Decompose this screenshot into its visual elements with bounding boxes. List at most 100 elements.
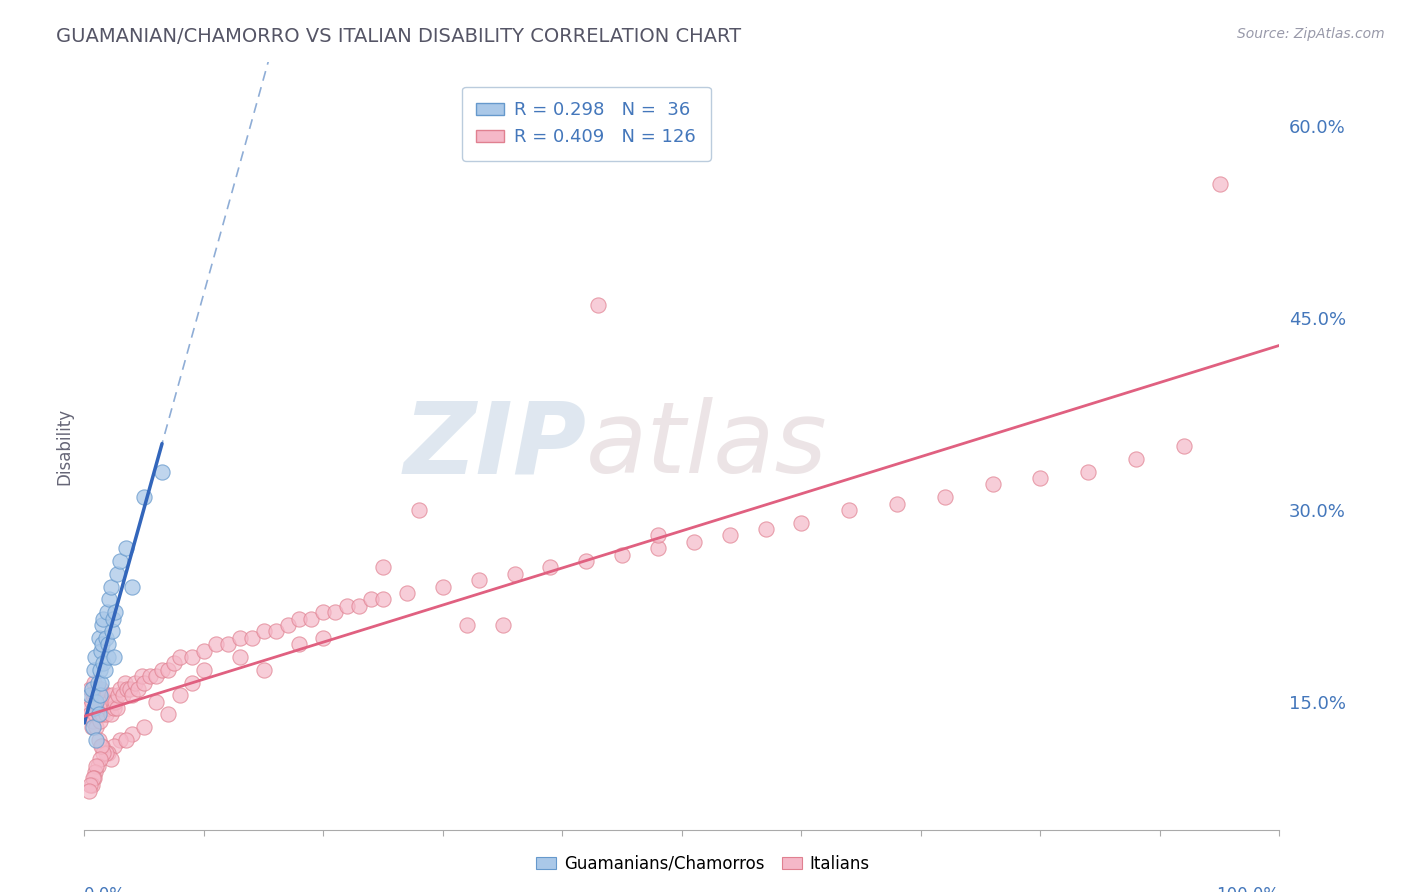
Point [193,643,215,657]
Point [110,554,132,568]
Point [98,695,121,709]
Point [456,618,478,632]
Point [575,554,598,568]
Point [121,689,143,703]
Point [87,631,110,645]
Point [90,701,112,715]
Point [86,675,108,690]
Point [683,534,706,549]
Point [103,701,125,715]
Point [94,746,117,760]
Point [86,720,108,734]
Legend: R = 0.298   N =  36, R = 0.409   N = 126: R = 0.298 N = 36, R = 0.409 N = 126 [463,87,710,161]
Point [468,574,491,588]
Point [94,707,117,722]
Point [169,689,191,703]
Point [838,503,860,517]
Point [193,663,215,677]
Point [101,624,124,639]
Point [83,675,105,690]
Point [93,657,115,671]
Point [503,566,526,581]
Point [349,599,371,613]
Point [103,739,125,754]
Point [91,739,114,754]
Point [82,714,104,728]
Point [588,298,610,312]
Point [100,707,122,722]
Point [229,631,252,645]
Point [139,669,162,683]
Point [396,586,419,600]
Point [83,701,105,715]
Point [82,772,104,786]
Point [91,618,114,632]
Point [83,701,105,715]
Point [217,637,239,651]
Point [101,612,124,626]
Point [312,631,335,645]
Point [84,765,107,780]
Legend: Guamanians/Chamorros, Italians: Guamanians/Chamorros, Italians [529,848,877,880]
Point [253,663,276,677]
Point [79,707,101,722]
Point [540,560,562,574]
Point [360,592,382,607]
Point [79,689,101,703]
Point [157,707,180,722]
Point [181,675,204,690]
Point [90,739,112,754]
Point [83,663,105,677]
Point [336,599,359,613]
Point [115,733,138,747]
Point [93,701,115,715]
Point [124,675,146,690]
Point [981,477,1004,491]
Point [80,720,103,734]
Point [87,733,110,747]
Point [86,758,108,772]
Point [612,548,634,562]
Point [93,695,115,709]
Point [301,612,323,626]
Point [96,605,118,619]
Point [110,681,132,696]
Text: 0.0%: 0.0% [84,886,127,892]
Point [80,778,103,792]
Point [312,605,335,619]
Point [647,528,669,542]
Point [87,707,110,722]
Point [86,733,108,747]
Point [373,560,395,574]
Point [1209,177,1232,191]
Point [80,695,103,709]
Point [325,605,347,619]
Point [97,649,120,664]
Point [86,701,108,715]
Point [93,663,115,677]
Point [93,746,115,760]
Point [84,649,107,664]
Point [288,612,311,626]
Point [89,714,111,728]
Point [118,681,141,696]
Point [1125,451,1147,466]
Point [86,681,108,696]
Point [91,689,114,703]
Point [101,689,124,703]
Point [790,516,813,530]
Point [110,733,132,747]
Point [87,707,110,722]
Point [84,707,107,722]
Point [89,689,111,703]
Point [718,528,741,542]
Point [97,637,120,651]
Point [117,681,139,696]
Point [886,496,908,510]
Point [105,566,128,581]
Point [90,681,112,696]
Point [145,695,167,709]
Point [132,675,156,690]
Point [97,746,120,760]
Point [1029,471,1052,485]
